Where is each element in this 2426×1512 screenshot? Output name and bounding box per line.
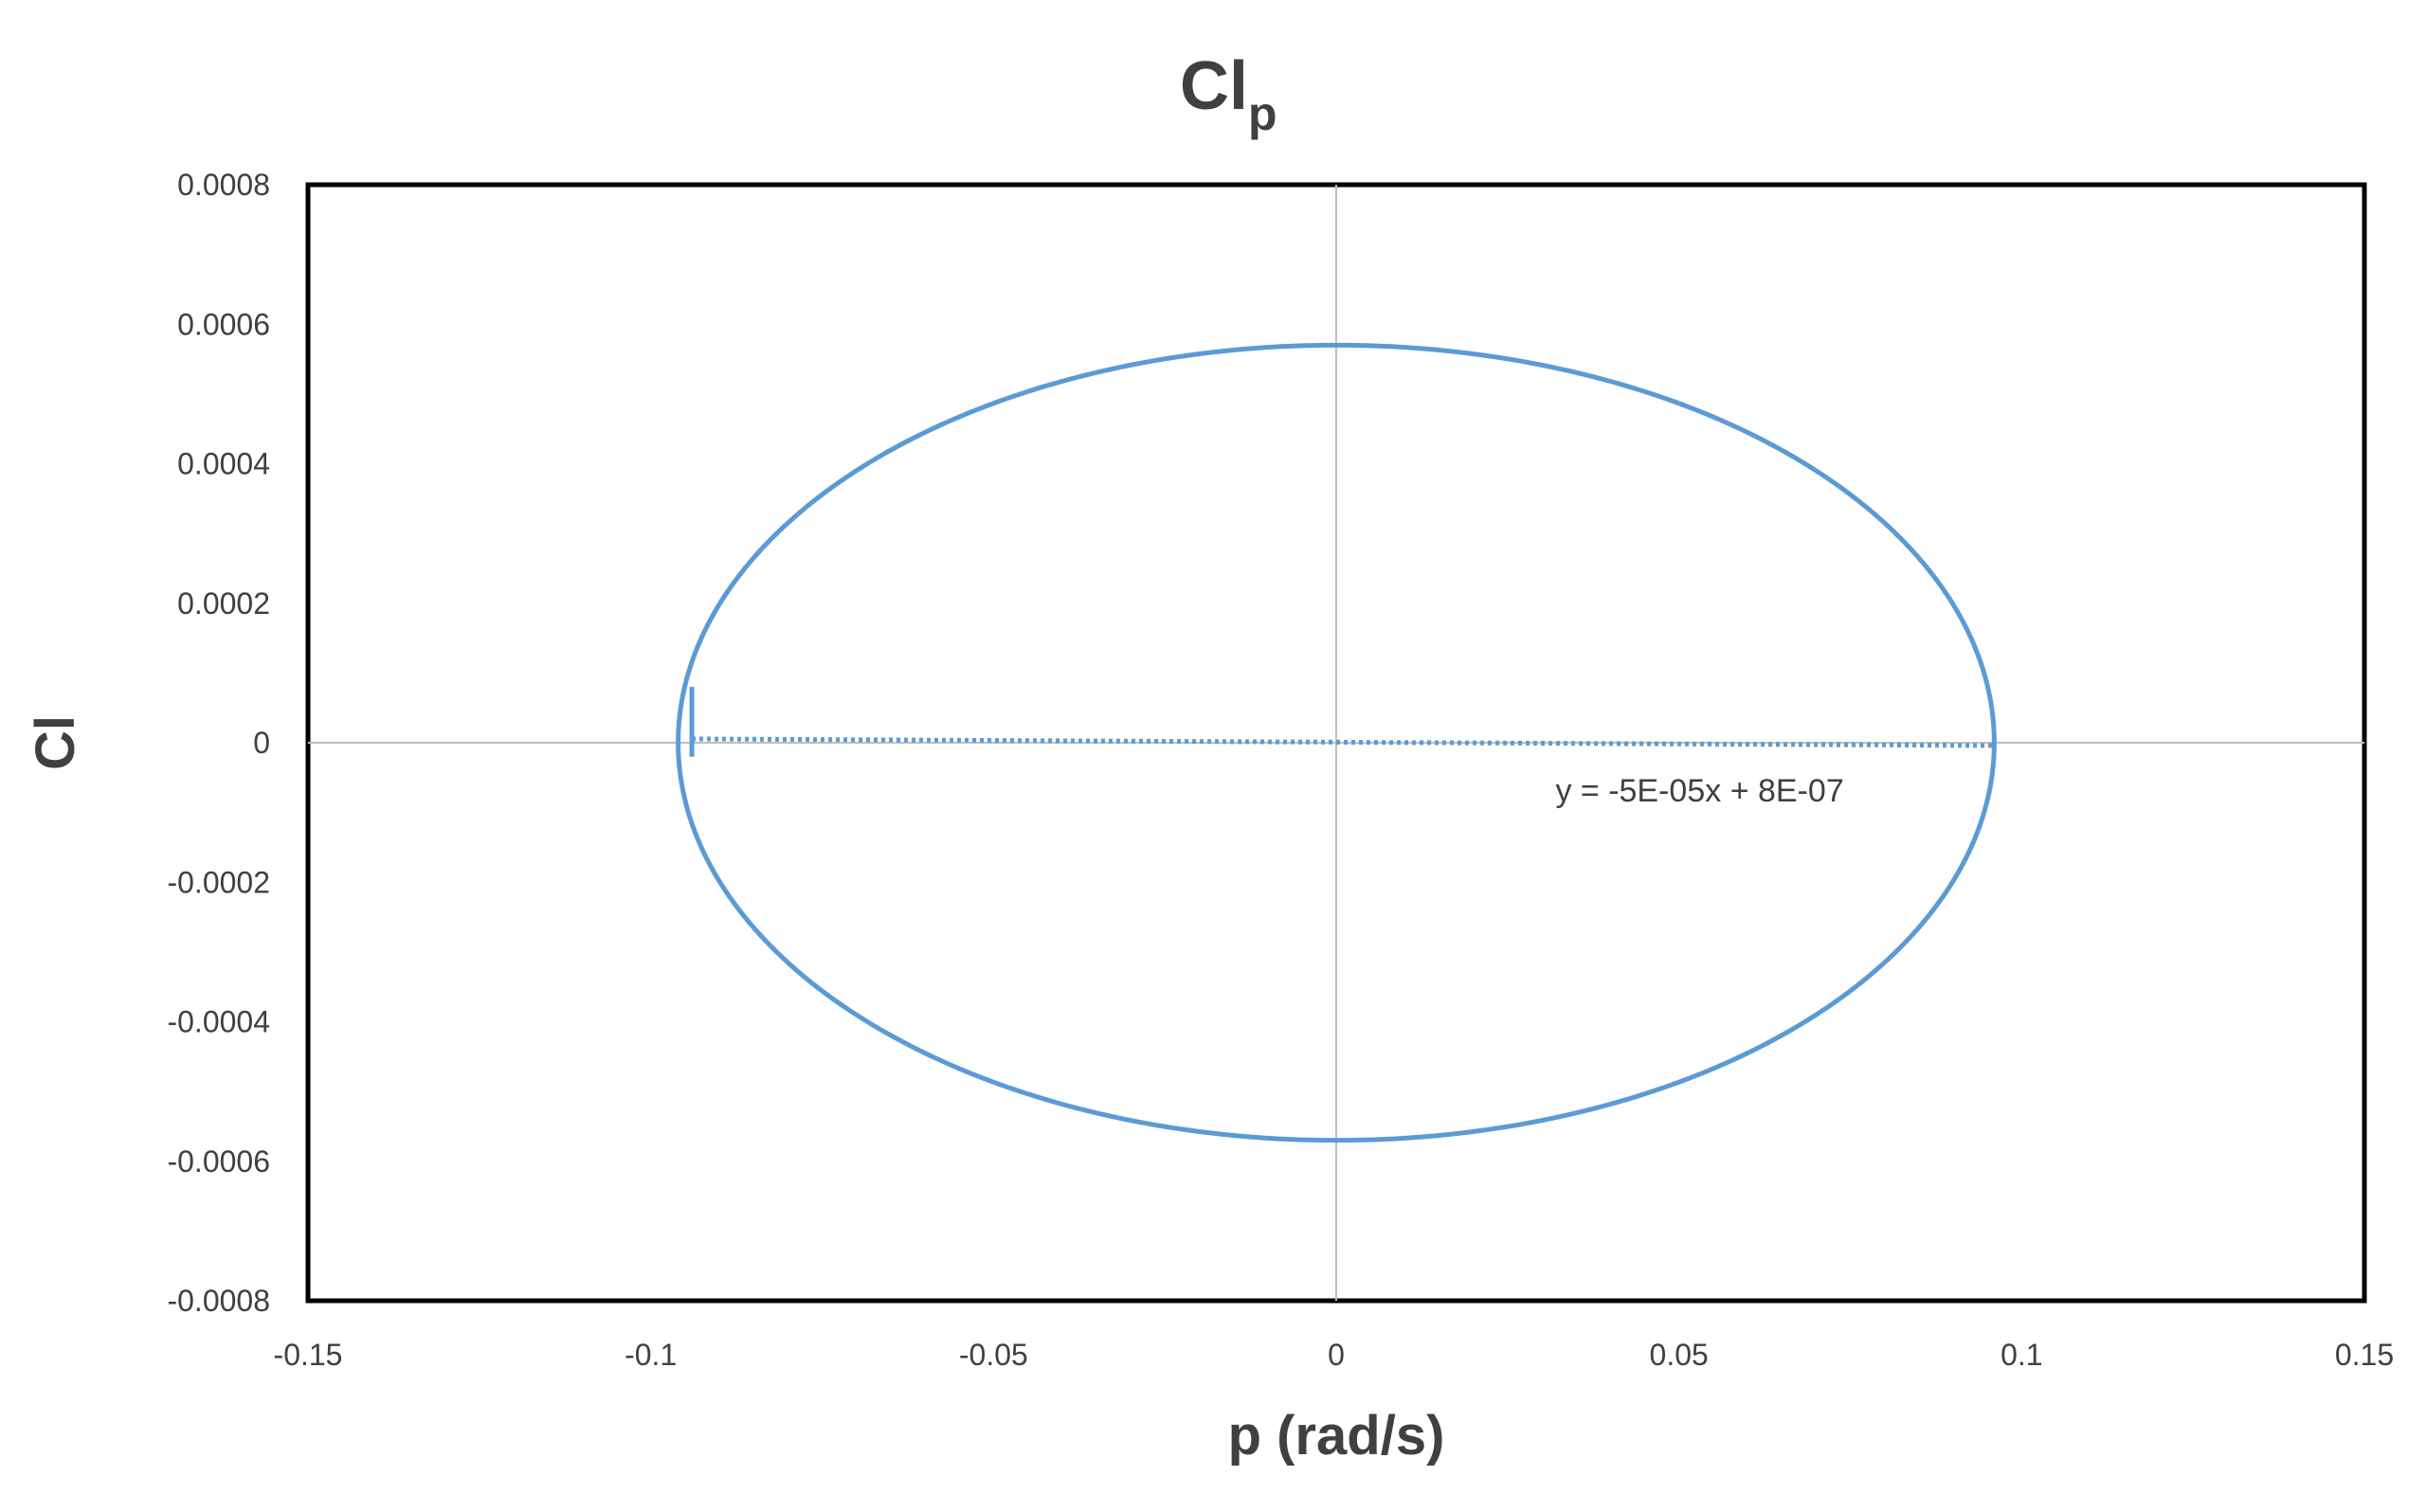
y-tick-label: 0.0004	[177, 447, 270, 481]
y-axis-title: Cl	[25, 715, 86, 770]
chart-title-main: Cl	[1180, 48, 1248, 124]
y-tick-label: -0.0006	[167, 1144, 270, 1179]
x-tick-label: 0.05	[1650, 1338, 1709, 1372]
chart-title-subscript: p	[1248, 87, 1277, 140]
series-curve-0	[676, 342, 1997, 1143]
y-tick-label: 0	[253, 726, 270, 760]
y-tick-label: -0.0004	[167, 1005, 270, 1039]
x-tick-label: 0.15	[2335, 1338, 2394, 1372]
y-tick-label: 0.0008	[177, 168, 270, 202]
x-tick-label: -0.1	[625, 1338, 677, 1372]
trendline	[692, 736, 1995, 748]
series-layer	[676, 342, 1997, 1143]
x-axis-title: p (rad/s)	[1228, 1405, 1445, 1467]
y-tick-label: -0.0008	[167, 1284, 270, 1318]
y-tick-label: 0.0002	[177, 586, 270, 621]
y-axis-ticks: 0.0008 0.0006 0.0004 0.0002 0 -0.0002 -0.0004 -…	[167, 168, 270, 1318]
chart-title: Clp	[1180, 48, 1277, 140]
zero-lines	[308, 185, 2364, 1301]
x-tick-label: -0.15	[274, 1338, 343, 1372]
y-tick-label: 0.0006	[177, 307, 270, 341]
x-tick-label: 0	[1328, 1338, 1345, 1372]
x-tick-label: -0.05	[959, 1338, 1028, 1372]
trendline-equation: y = -5E-05x + 8E-07	[1555, 773, 1843, 809]
x-tick-label: 0.1	[2001, 1338, 2042, 1372]
y-tick-label: -0.0002	[167, 865, 270, 899]
trendline-layer: y = -5E-05x + 8E-07	[692, 736, 1995, 809]
x-axis-ticks: -0.15 -0.1 -0.05 0 0.05 0.1 0.15	[274, 1338, 2395, 1372]
